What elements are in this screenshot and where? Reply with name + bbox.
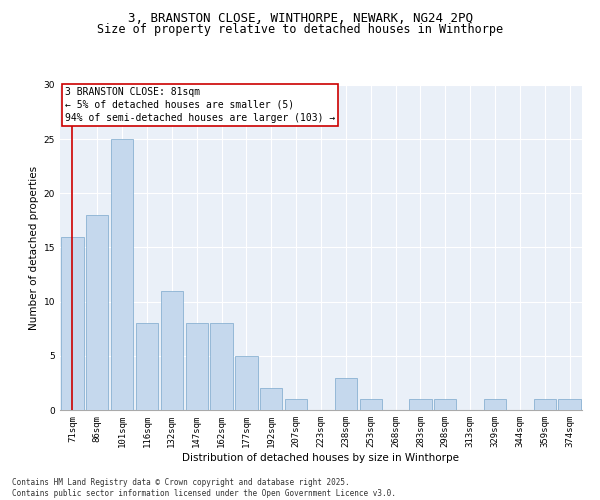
- Text: Size of property relative to detached houses in Winthorpe: Size of property relative to detached ho…: [97, 22, 503, 36]
- Bar: [559, 399, 581, 410]
- Bar: [260, 388, 283, 410]
- Y-axis label: Number of detached properties: Number of detached properties: [29, 166, 40, 330]
- Text: Contains HM Land Registry data © Crown copyright and database right 2025.
Contai: Contains HM Land Registry data © Crown c…: [12, 478, 396, 498]
- Bar: [434, 399, 457, 410]
- Bar: [161, 291, 183, 410]
- Bar: [185, 324, 208, 410]
- Bar: [359, 399, 382, 410]
- Bar: [235, 356, 257, 410]
- Text: 3 BRANSTON CLOSE: 81sqm
← 5% of detached houses are smaller (5)
94% of semi-deta: 3 BRANSTON CLOSE: 81sqm ← 5% of detached…: [65, 86, 335, 123]
- Bar: [484, 399, 506, 410]
- Bar: [533, 399, 556, 410]
- Bar: [86, 215, 109, 410]
- Text: 3, BRANSTON CLOSE, WINTHORPE, NEWARK, NG24 2PQ: 3, BRANSTON CLOSE, WINTHORPE, NEWARK, NG…: [128, 12, 473, 26]
- Bar: [211, 324, 233, 410]
- Bar: [335, 378, 357, 410]
- Bar: [111, 139, 133, 410]
- Bar: [136, 324, 158, 410]
- Bar: [409, 399, 431, 410]
- X-axis label: Distribution of detached houses by size in Winthorpe: Distribution of detached houses by size …: [182, 452, 460, 462]
- Bar: [285, 399, 307, 410]
- Bar: [61, 236, 83, 410]
